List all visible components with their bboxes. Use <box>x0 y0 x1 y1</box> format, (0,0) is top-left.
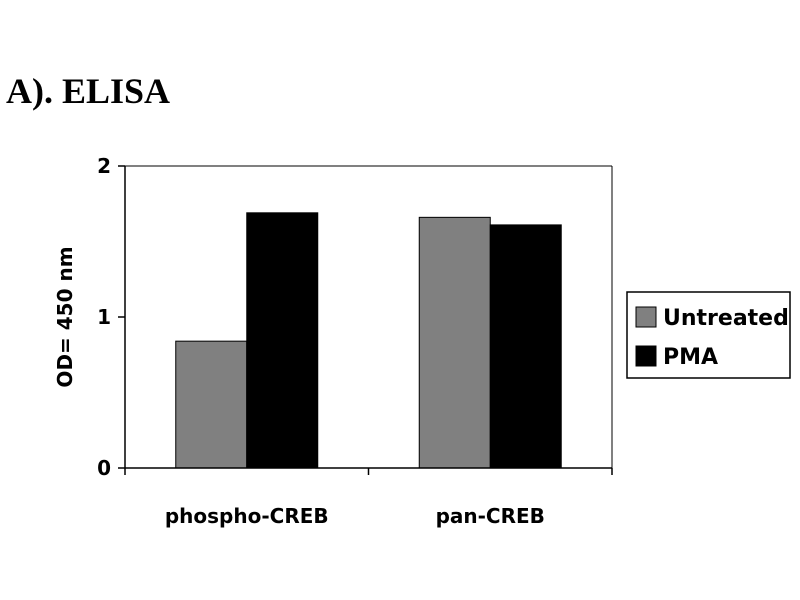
y-tick-label: 2 <box>97 154 111 178</box>
bar-pma-phospho-creb <box>246 212 319 469</box>
legend-swatch-untreated <box>635 306 657 328</box>
x-tick-label: phospho-CREB <box>165 504 329 528</box>
y-tick-label: 1 <box>97 305 111 329</box>
legend-label-untreated: Untreated <box>663 306 789 331</box>
legend-swatch-pma <box>635 345 657 367</box>
x-tick-label: pan-CREB <box>436 504 545 528</box>
y-axis-title: OD= 450 nm <box>53 246 77 387</box>
panel-label: A). ELISA <box>6 71 171 111</box>
legend-label-pma: PMA <box>663 345 718 370</box>
y-tick-label: 0 <box>97 456 111 480</box>
bar-untreated-phospho-creb <box>175 340 248 469</box>
bar-untreated-pan-creb <box>418 216 491 469</box>
bar-pma-pan-creb <box>489 224 562 469</box>
